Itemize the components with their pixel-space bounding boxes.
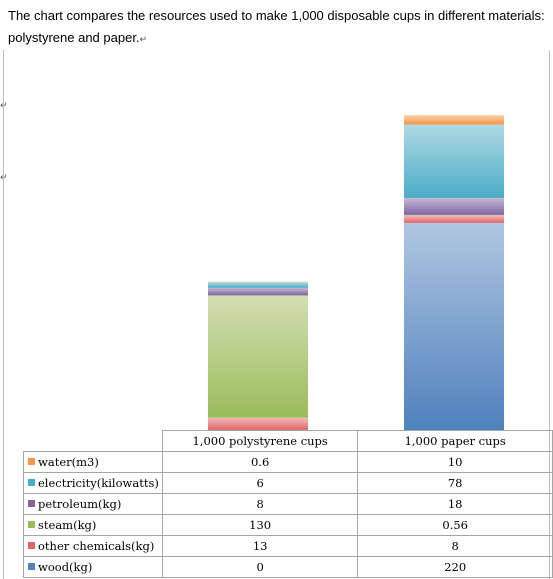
table-row: other chemicals(kg) 13 8 [23, 535, 553, 557]
bar-segment-polystyrene-steam-kg [208, 295, 308, 418]
series-name: water(m3) [38, 455, 99, 469]
bar-segment-paper-other-chemicals-kg [404, 215, 504, 223]
data-label: 6 [161, 472, 359, 494]
series-name: petroleum(kg) [38, 497, 122, 511]
series-name: wood(kg) [38, 560, 93, 574]
bar-segment-polystyrene-electricity-kilowatts [208, 282, 308, 288]
series-name: electricity(kilowatts) [38, 476, 159, 490]
table-row: wood(kg) 0 220 [23, 556, 553, 578]
table-corner-cell [23, 430, 163, 452]
data-label: 0.6 [161, 451, 359, 473]
chart-data-table: 1,000 polystyrene cups 1,000 paper cups wa… [23, 430, 553, 578]
bar-segment-paper-petroleum-kg [404, 197, 504, 215]
data-label: 130 [161, 514, 359, 536]
category-label: 1,000 polystyrene cups [161, 430, 359, 452]
data-label: 0.56 [357, 514, 553, 536]
bar-segment-polystyrene-water-m3 [208, 281, 308, 283]
legend-entry: wood(kg) [23, 556, 163, 578]
bar-segment-polystyrene-petroleum-kg [208, 287, 308, 296]
bar-segment-polystyrene-other-chemicals-kg [208, 417, 308, 430]
legend-entry: steam(kg) [23, 514, 163, 536]
caption-text: The chart compares the resources used to… [8, 8, 545, 45]
bar-segment-paper-electricity-kilowatts [404, 124, 504, 198]
legend-key-icon [28, 563, 35, 570]
chart-caption: The chart compares the resources used to… [8, 5, 548, 50]
legend-key-icon [28, 521, 35, 528]
paragraph-mark-icon: ↵ [139, 34, 148, 44]
data-label: 220 [357, 556, 553, 578]
table-row: electricity(kilowatts) 6 78 [23, 472, 553, 494]
chart-frame-right-border [549, 50, 550, 579]
category-label: 1,000 paper cups [357, 430, 553, 452]
chart-frame-left-border [3, 50, 4, 579]
plot-area [208, 115, 504, 430]
table-row: water(m3) 0.6 10 [23, 451, 553, 473]
legend-key-icon [28, 542, 35, 549]
data-label: 13 [161, 535, 359, 557]
data-label: 8 [357, 535, 553, 557]
data-label: 10 [357, 451, 553, 473]
legend-entry: water(m3) [23, 451, 163, 473]
legend-key-icon [28, 500, 35, 507]
data-label: 18 [357, 493, 553, 515]
data-label: 0 [161, 556, 359, 578]
bar-segment-paper-water-m3 [404, 115, 504, 125]
legend-key-icon [28, 479, 35, 486]
legend-key-icon [28, 458, 35, 465]
table-row: petroleum(kg) 8 18 [23, 493, 553, 515]
legend-entry: petroleum(kg) [23, 493, 163, 515]
legend-entry: electricity(kilowatts) [23, 472, 163, 494]
series-name: other chemicals(kg) [38, 539, 155, 553]
series-name: steam(kg) [38, 518, 97, 532]
bar-segment-paper-wood-kg [404, 222, 504, 430]
legend-entry: other chemicals(kg) [23, 535, 163, 557]
bar-segment-paper-steam-kg [404, 214, 504, 216]
table-row: steam(kg) 130 0.56 [23, 514, 553, 536]
table-header-row: 1,000 polystyrene cups 1,000 paper cups [23, 430, 553, 452]
data-label: 78 [357, 472, 553, 494]
data-label: 8 [161, 493, 359, 515]
